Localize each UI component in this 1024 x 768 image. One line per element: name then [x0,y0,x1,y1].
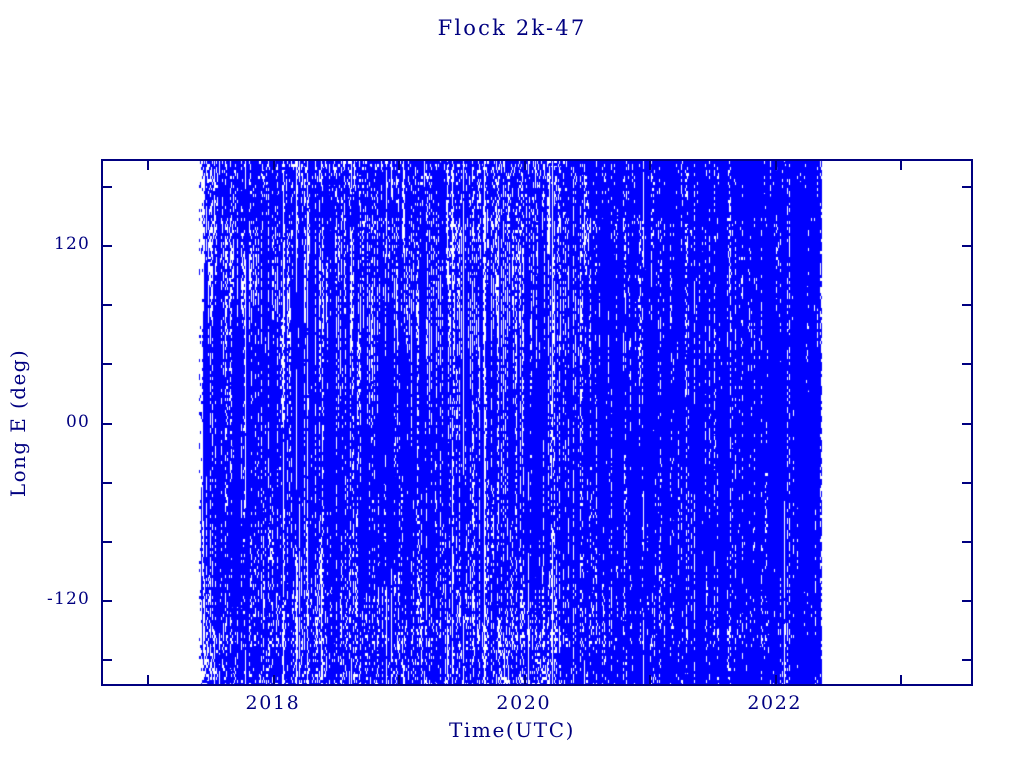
x-axis-tick [398,159,400,170]
x-axis-tick [524,159,526,170]
y-axis-tick [962,659,973,661]
y-axis-tick [962,541,973,543]
x-axis-tick [273,159,275,170]
y-axis-tick [101,363,112,365]
x-axis-tick [398,675,400,686]
y-axis-tick [101,186,112,188]
x-axis-tick [147,159,149,170]
y-axis-title: Long E (deg) [6,348,30,497]
x-axis-tick [649,675,651,686]
y-axis-tick [962,245,973,247]
x-tick-label: 2022 [747,692,803,714]
x-tick-label: 2020 [496,692,552,714]
y-axis-tick [962,482,973,484]
y-axis-tick [101,423,112,425]
y-axis-tick [101,482,112,484]
y-tick-label: 120 [53,233,90,254]
y-axis-tick [962,304,973,306]
x-axis-tick [273,675,275,686]
chart-title: Flock 2k-47 [437,16,587,40]
x-axis-tick [900,675,902,686]
x-axis-tick [147,675,149,686]
plot-frame [101,159,973,686]
y-axis-tick [962,423,973,425]
y-axis-tick [101,541,112,543]
y-axis-tick [962,186,973,188]
plot-data-area [103,161,971,684]
x-tick-label: 2018 [245,692,301,714]
x-axis-tick [775,159,777,170]
y-axis-tick [962,600,973,602]
y-axis-tick [101,600,112,602]
y-axis-tick [962,363,973,365]
x-axis-tick [775,675,777,686]
y-tick-label: 00 [65,411,90,432]
y-axis-title-container: Long E (deg) [0,159,36,686]
y-axis-tick [101,304,112,306]
x-axis-tick [900,159,902,170]
x-axis-tick [524,675,526,686]
y-tick-label: -120 [47,589,90,610]
y-axis-tick [101,245,112,247]
x-axis-tick [649,159,651,170]
y-axis-tick [101,659,112,661]
x-axis-title: Time(UTC) [448,718,576,742]
